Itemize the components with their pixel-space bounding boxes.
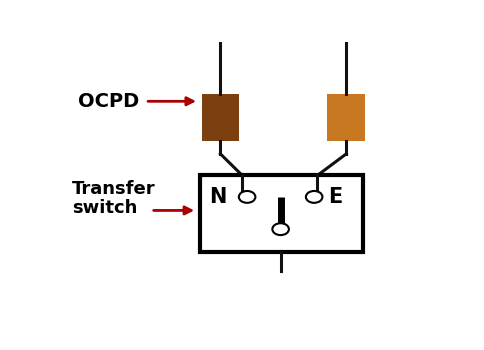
Text: switch: switch bbox=[72, 199, 137, 217]
Circle shape bbox=[305, 191, 322, 203]
Text: N: N bbox=[209, 187, 226, 207]
Text: OCPD: OCPD bbox=[77, 92, 138, 111]
Circle shape bbox=[272, 223, 288, 235]
Text: Transfer: Transfer bbox=[72, 180, 155, 198]
Bar bbox=[199, 175, 363, 252]
Bar bbox=[327, 94, 364, 141]
Circle shape bbox=[238, 191, 255, 203]
Bar bbox=[201, 94, 239, 141]
Text: E: E bbox=[328, 187, 342, 207]
